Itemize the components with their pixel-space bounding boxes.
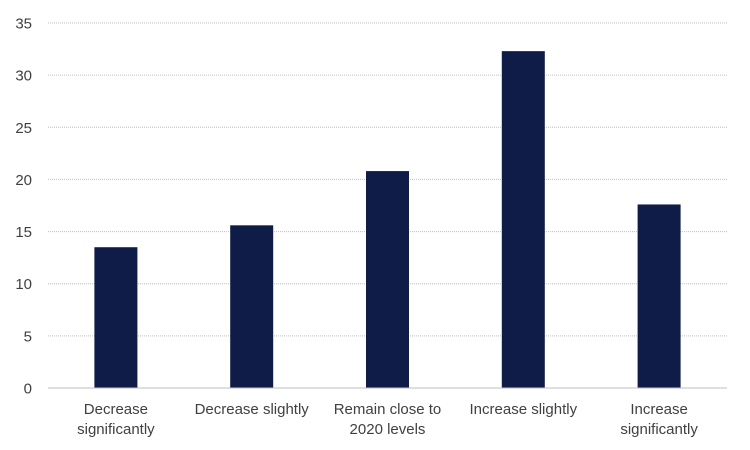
y-tick-label: 25 bbox=[15, 120, 32, 137]
x-tick-label-line: significantly bbox=[77, 421, 155, 438]
x-tick-label-line: Decrease slightly bbox=[195, 401, 310, 418]
bar bbox=[366, 171, 409, 388]
y-tick-label: 30 bbox=[15, 68, 32, 85]
x-tick-label: Decrease slightly bbox=[195, 401, 310, 418]
y-tick-labels: 0 5 10 15 20 25 30 35 bbox=[15, 16, 32, 398]
y-tick-label: 10 bbox=[15, 276, 32, 293]
y-tick-label: 35 bbox=[15, 16, 32, 33]
x-tick-label-line: 2020 levels bbox=[350, 421, 426, 438]
bars bbox=[94, 51, 681, 389]
bar bbox=[637, 204, 681, 388]
bar bbox=[501, 51, 545, 389]
x-tick-label-line: Remain close to bbox=[334, 401, 442, 418]
y-tick-label: 5 bbox=[24, 328, 32, 345]
bar bbox=[230, 225, 274, 388]
x-tick-labels: Decrease significantly Decrease slightly Re… bbox=[77, 401, 698, 438]
x-tick-label-line: significantly bbox=[620, 421, 698, 438]
y-tick-label: 0 bbox=[24, 381, 32, 398]
x-tick-label: Increase significantly bbox=[620, 401, 698, 438]
x-tick-label: Increase slightly bbox=[470, 401, 578, 418]
x-tick-label-line: Decrease bbox=[84, 401, 148, 418]
x-tick-label-line: Increase bbox=[630, 401, 688, 418]
x-tick-label: Decrease significantly bbox=[77, 401, 155, 438]
bar bbox=[94, 247, 138, 388]
y-tick-label: 20 bbox=[15, 172, 32, 189]
y-tick-label: 15 bbox=[15, 224, 32, 241]
x-tick-label: Remain close to 2020 levels bbox=[334, 401, 442, 438]
x-tick-label-line: Increase slightly bbox=[470, 401, 578, 418]
